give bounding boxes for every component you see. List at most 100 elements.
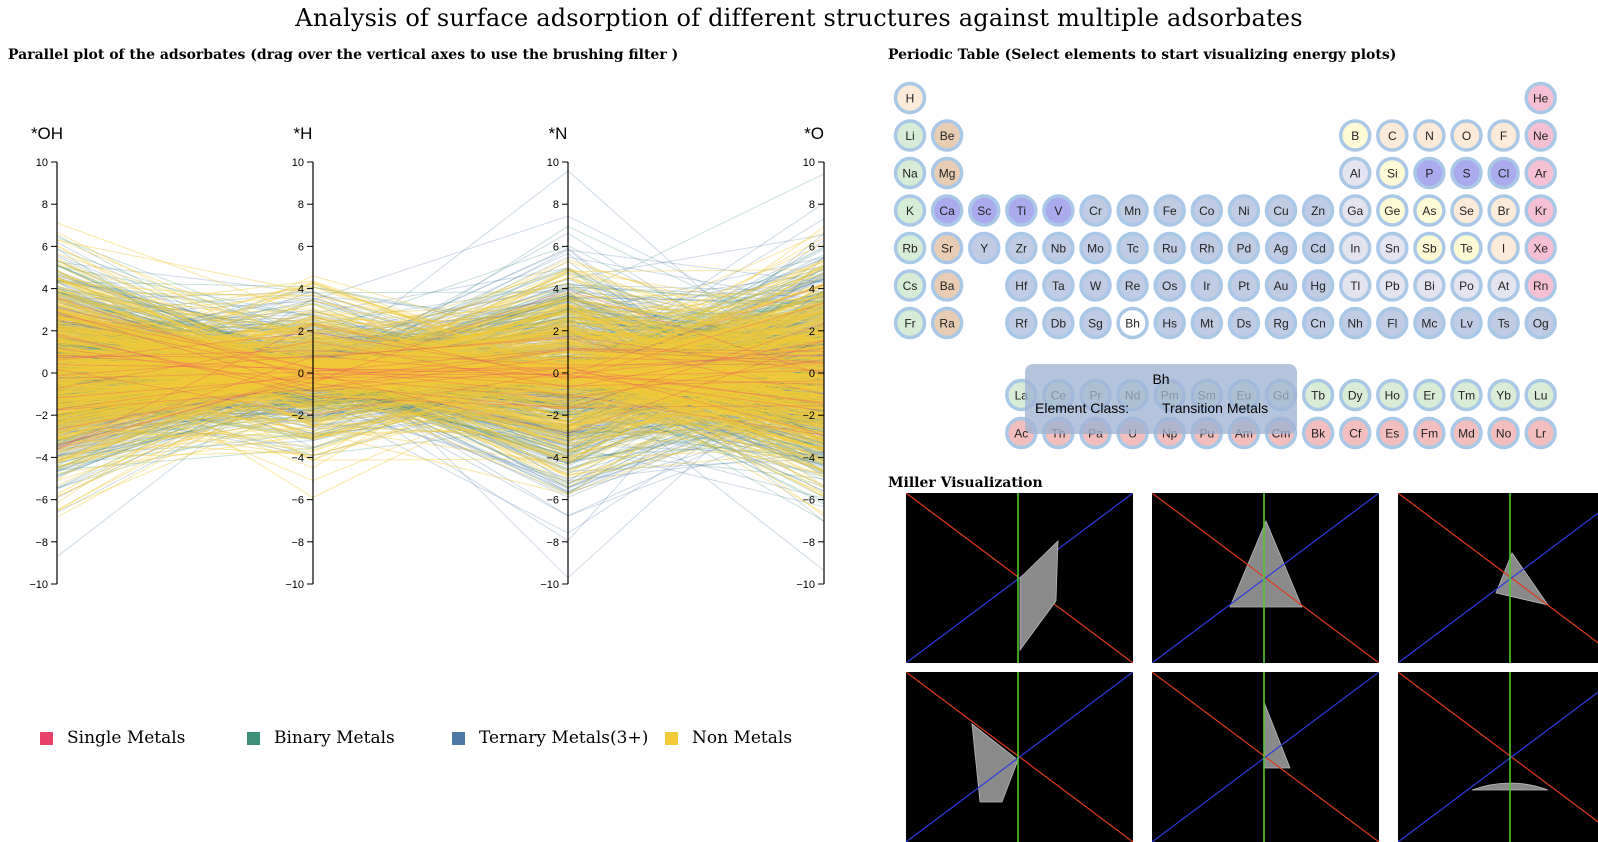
element-b[interactable]: B [1338,119,1372,152]
element-pt[interactable]: Pt [1227,269,1261,302]
element-ta[interactable]: Ta [1042,269,1075,302]
element-sg[interactable]: Sg [1079,306,1112,340]
miller-tile-2[interactable] [1152,493,1379,663]
element-sn[interactable]: Sn [1376,231,1409,265]
element-zn[interactable]: Zn [1301,194,1335,227]
element-cr[interactable]: Cr [1079,194,1112,227]
element-ga[interactable]: Ga [1338,194,1372,227]
element-cs[interactable]: Cs [893,269,927,302]
element-n[interactable]: N [1413,119,1446,152]
element-rf[interactable]: Rf [1005,306,1038,340]
element-ca[interactable]: Ca [930,194,964,227]
element-cl[interactable]: Cl [1487,156,1520,190]
miller-tile-6[interactable] [1398,672,1598,842]
miller-tile-1[interactable] [906,493,1133,663]
element-ds[interactable]: Ds [1227,306,1261,340]
element-si[interactable]: Si [1376,156,1409,190]
element-nb[interactable]: Nb [1042,231,1075,265]
element-rn[interactable]: Rn [1524,269,1557,302]
element-zr[interactable]: Zr [1005,231,1038,265]
element-ac[interactable]: Ac [1005,416,1038,450]
element-yb[interactable]: Yb [1487,378,1520,412]
element-li[interactable]: Li [893,119,927,152]
element-be[interactable]: Be [930,119,964,152]
element-db[interactable]: Db [1042,306,1075,340]
element-re[interactable]: Re [1116,269,1149,302]
element-ni[interactable]: Ni [1227,194,1261,227]
element-rb[interactable]: Rb [893,231,927,265]
element-f[interactable]: F [1487,119,1520,152]
element-w[interactable]: W [1079,269,1112,302]
element-lu[interactable]: Lu [1524,378,1557,412]
element-br[interactable]: Br [1487,194,1520,227]
legend-item-ternary-metals[interactable]: Ternary Metals(3+) [452,728,665,748]
element-lv[interactable]: Lv [1450,306,1483,340]
element-ir[interactable]: Ir [1190,269,1224,302]
element-mo[interactable]: Mo [1079,231,1112,265]
element-pd[interactable]: Pd [1227,231,1261,265]
element-sc[interactable]: Sc [967,194,1001,227]
miller-tile-3[interactable] [1398,493,1598,663]
element-po[interactable]: Po [1450,269,1483,302]
element-ar[interactable]: Ar [1524,156,1557,190]
element-fe[interactable]: Fe [1153,194,1186,227]
element-tl[interactable]: Tl [1338,269,1372,302]
element-er[interactable]: Er [1413,378,1446,412]
element-at[interactable]: At [1487,269,1520,302]
element-au[interactable]: Au [1264,269,1298,302]
element-p[interactable]: P [1413,156,1446,190]
element-ti[interactable]: Ti [1005,194,1038,227]
element-hf[interactable]: Hf [1005,269,1038,302]
element-pb[interactable]: Pb [1376,269,1409,302]
element-ba[interactable]: Ba [930,269,964,302]
element-no[interactable]: No [1487,416,1520,450]
element-cn[interactable]: Cn [1301,306,1335,340]
element-co[interactable]: Co [1190,194,1224,227]
element-tb[interactable]: Tb [1301,378,1335,412]
element-v[interactable]: V [1042,194,1075,227]
element-dy[interactable]: Dy [1338,378,1372,412]
element-lr[interactable]: Lr [1524,416,1557,450]
element-i[interactable]: I [1487,231,1520,265]
element-se[interactable]: Se [1450,194,1483,227]
element-y[interactable]: Y [967,231,1001,265]
legend-item-single-metals[interactable]: Single Metals [40,728,247,748]
element-bk[interactable]: Bk [1301,416,1335,450]
element-mc[interactable]: Mc [1413,306,1446,340]
element-he[interactable]: He [1524,81,1557,115]
element-ts[interactable]: Ts [1487,306,1520,340]
element-cu[interactable]: Cu [1264,194,1298,227]
element-ra[interactable]: Ra [930,306,964,340]
element-ge[interactable]: Ge [1376,194,1409,227]
legend-item-binary-metals[interactable]: Binary Metals [247,728,452,748]
element-mn[interactable]: Mn [1116,194,1149,227]
element-rh[interactable]: Rh [1190,231,1224,265]
element-mt[interactable]: Mt [1190,306,1224,340]
element-fm[interactable]: Fm [1413,416,1446,450]
element-sr[interactable]: Sr [930,231,964,265]
element-fr[interactable]: Fr [893,306,927,340]
element-ho[interactable]: Ho [1376,378,1409,412]
element-as[interactable]: As [1413,194,1446,227]
element-bh[interactable]: Bh [1116,306,1149,340]
element-cf[interactable]: Cf [1338,416,1372,450]
element-hg[interactable]: Hg [1301,269,1335,302]
element-md[interactable]: Md [1450,416,1483,450]
element-al[interactable]: Al [1338,156,1372,190]
element-in[interactable]: In [1338,231,1372,265]
element-te[interactable]: Te [1450,231,1483,265]
element-xe[interactable]: Xe [1524,231,1557,265]
element-hs[interactable]: Hs [1153,306,1186,340]
element-ru[interactable]: Ru [1153,231,1186,265]
element-os[interactable]: Os [1153,269,1186,302]
element-tm[interactable]: Tm [1450,378,1483,412]
element-cd[interactable]: Cd [1301,231,1335,265]
legend-item-non-metals[interactable]: Non Metals [665,728,792,748]
element-mg[interactable]: Mg [930,156,964,190]
miller-tile-5[interactable] [1152,672,1379,842]
element-es[interactable]: Es [1376,416,1409,450]
